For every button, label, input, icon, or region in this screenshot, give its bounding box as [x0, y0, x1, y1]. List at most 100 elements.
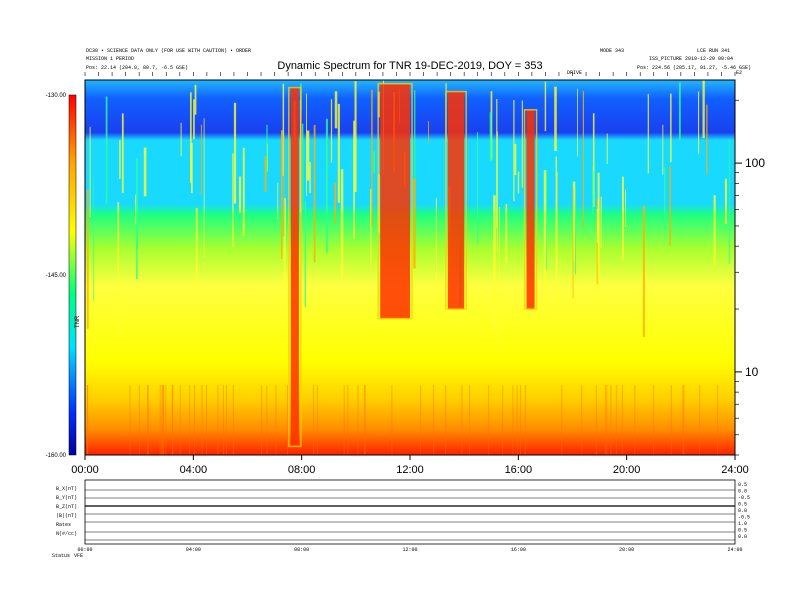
- low-frequency-streak: [634, 385, 636, 455]
- spectrum-streak: [702, 80, 705, 139]
- spectrum-streak: [190, 92, 192, 183]
- low-frequency-streak: [161, 385, 163, 455]
- header-line1-right-b: LCE RUN 341: [697, 48, 730, 54]
- spectrum-streak: [371, 89, 373, 227]
- y-axis-ticks: 100 10: [735, 99, 765, 456]
- spectrum-streak: [713, 195, 716, 266]
- spectrum-streak: [678, 82, 681, 140]
- spectrum-streak: [283, 198, 286, 290]
- low-frequency-streak: [206, 385, 207, 455]
- spectrum-streak: [625, 189, 626, 228]
- spectrum-streak: [313, 125, 316, 263]
- spectrum-streak: [306, 93, 307, 197]
- low-frequency-streak: [162, 385, 164, 455]
- spectrum-streak: [496, 99, 498, 229]
- low-frequency-streak: [217, 385, 219, 455]
- x-tick-label: 12:00: [396, 464, 424, 476]
- x-tick-label: 00:00: [71, 464, 99, 476]
- header-mark-small-b: E2: [736, 70, 742, 76]
- radio-burst: [447, 91, 465, 310]
- spectrum-streak: [340, 169, 344, 278]
- subpanel-lines: [85, 489, 735, 541]
- low-frequency-streak: [159, 385, 161, 455]
- colorbar: [68, 94, 77, 456]
- x-axis-ticks: 00:00 04:00 08:00 12:00 16:00 20:00 24:00: [71, 455, 749, 476]
- spectrum-streak: [93, 177, 95, 302]
- chart-title: Dynamic Spectrum for TNR 19-DEC-2019, DO…: [277, 60, 542, 72]
- low-frequency-streak: [347, 385, 349, 455]
- spectrum-streak: [662, 124, 664, 175]
- spectrum-streak: [180, 122, 182, 157]
- spectrum-streak: [281, 130, 283, 259]
- subpanel-label: B_Z(nT): [56, 504, 77, 510]
- low-frequency-streak: [165, 385, 167, 455]
- spectrum-streak: [642, 205, 645, 338]
- subpanel-label: B_X(nT): [56, 486, 77, 492]
- spectrum-streak: [597, 172, 600, 298]
- low-frequency-streak: [519, 385, 521, 455]
- x-tick-label: 16:00: [505, 464, 533, 476]
- spectrum-streak: [304, 200, 306, 307]
- low-frequency-streak: [683, 385, 685, 455]
- y-tick-label: 10: [745, 365, 759, 379]
- low-frequency-streak: [171, 385, 173, 455]
- low-frequency-streak: [610, 385, 612, 455]
- subpanel-label: |B|(nT): [56, 513, 77, 519]
- spectrum-streak: [283, 136, 285, 237]
- spectrum-streak: [493, 195, 496, 330]
- spectrum-streak: [435, 197, 437, 282]
- colorbar-tick-label: -130.00: [46, 93, 67, 99]
- spectrum-streak: [669, 166, 671, 246]
- spectrum-streak: [513, 100, 515, 202]
- low-frequency-streak: [670, 385, 672, 455]
- low-frequency-streak: [261, 385, 263, 455]
- spectrum-streak: [266, 124, 268, 173]
- low-frequency-streak: [138, 385, 140, 455]
- spectrum-streak: [664, 167, 666, 231]
- low-frequency-streak: [87, 385, 89, 455]
- low-frequency-streak: [512, 385, 514, 455]
- header-mark-small-a: DRIVE: [567, 70, 582, 76]
- spectrum-streak: [622, 176, 624, 260]
- subpanel-x-tick-label: 00:00: [77, 547, 92, 553]
- spectrum-streak: [698, 91, 700, 154]
- spectrum-streak: [301, 123, 304, 211]
- low-frequency-streak: [147, 385, 148, 455]
- low-frequency-streak: [445, 385, 447, 455]
- subpanel-labels: B_X(nT) B_Y(nT) B_Z(nT) |B|(nT) Rates N(#/cc): [56, 486, 77, 537]
- low-frequency-streak: [653, 385, 655, 455]
- spectrum-streak: [505, 204, 508, 264]
- spectrum-streak: [195, 208, 198, 282]
- spectrum-streak: [105, 96, 108, 204]
- header-line2-left: MISSION 1 PERIOD: [86, 56, 134, 62]
- spectrum-streak: [330, 99, 333, 163]
- subpanel-x-tick-label: 20:00: [619, 547, 634, 553]
- spectrum-streak: [306, 130, 310, 181]
- spectrum-streak: [143, 147, 147, 197]
- spectrum-streak: [572, 181, 576, 262]
- spectrum-streak: [119, 140, 121, 179]
- subpanel-x-tick-label: 08:00: [294, 547, 309, 553]
- y-tick-label: 100: [745, 156, 765, 170]
- radio-burst-halo: [523, 109, 538, 310]
- subpanel-x-tick-label: 04:00: [186, 547, 201, 553]
- spectrum-streak: [282, 83, 285, 176]
- radio-burst-halo: [288, 86, 302, 448]
- low-frequency-streak: [606, 385, 608, 455]
- low-frequency-streak: [682, 385, 684, 455]
- spectrum-streak: [606, 133, 608, 164]
- spectrum-streak: [373, 151, 376, 174]
- spectrum-streak: [592, 170, 594, 215]
- spectrum-streak: [543, 170, 547, 304]
- spectrum-streak: [135, 194, 137, 225]
- header-pos-left: Pos: 22.14 (204.0, 80.7, -6.5 GSE): [86, 65, 188, 71]
- subpanel-x-tick-label: 24:00: [727, 547, 742, 553]
- header-pos-right: Pos: 224.56 (205.17, 91.27, -5.46 GSE): [637, 65, 751, 71]
- spectrum-streak: [264, 156, 267, 192]
- spectrogram-plot: [84, 72, 736, 456]
- spectrum-streak: [200, 124, 202, 195]
- low-frequency-streak: [433, 385, 435, 455]
- low-frequency-streak: [699, 385, 701, 455]
- spectrum-streak: [575, 200, 576, 275]
